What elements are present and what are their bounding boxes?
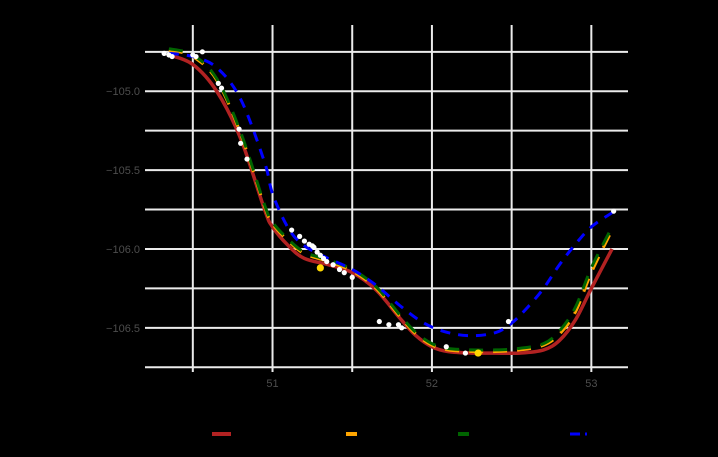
data-point [317, 252, 323, 258]
gridlines [145, 25, 628, 372]
data-point [395, 322, 402, 328]
data-points [161, 49, 617, 357]
series-line-2 [168, 47, 614, 352]
data-point [341, 270, 347, 276]
data-point [199, 49, 205, 55]
y-tick-label: −106.0 [106, 244, 140, 256]
data-point [215, 80, 221, 86]
data-point [161, 50, 167, 56]
x-tick-label: 52 [426, 378, 438, 390]
y-tick-label: −105.5 [106, 165, 140, 177]
data-point [399, 325, 405, 331]
data-point [244, 156, 250, 162]
data-point [336, 266, 343, 273]
data-point [238, 140, 244, 146]
data-point [218, 85, 225, 91]
highlight-point [474, 349, 482, 357]
series-line-1 [168, 48, 614, 354]
x-axis-ticks: 51 52 53 [266, 378, 597, 390]
data-point [320, 255, 327, 262]
data-point [611, 208, 617, 214]
data-point [193, 53, 199, 60]
data-point [169, 53, 175, 60]
data-point [324, 258, 330, 265]
data-point [462, 350, 469, 356]
y-axis-ticks: −105.0 −105.5 −106.0 −106.5 [106, 86, 140, 335]
data-point [386, 322, 392, 328]
series-line-0 [168, 53, 614, 356]
data-point [236, 126, 242, 132]
data-point [297, 233, 303, 239]
series-line-3 [168, 51, 613, 338]
data-point [314, 249, 320, 255]
data-point [289, 227, 295, 233]
data-point [376, 318, 382, 325]
data-point [443, 344, 449, 350]
x-tick-label: 53 [585, 378, 597, 390]
data-point [301, 238, 308, 244]
x-tick-label: 51 [266, 378, 278, 390]
data-point [311, 244, 317, 250]
highlight-point [316, 264, 324, 272]
y-tick-label: −105.0 [106, 86, 140, 98]
y-tick-label: −106.5 [106, 323, 140, 335]
series-lines [168, 47, 614, 356]
data-point [330, 262, 336, 268]
data-point [505, 318, 512, 325]
data-point [349, 274, 355, 280]
